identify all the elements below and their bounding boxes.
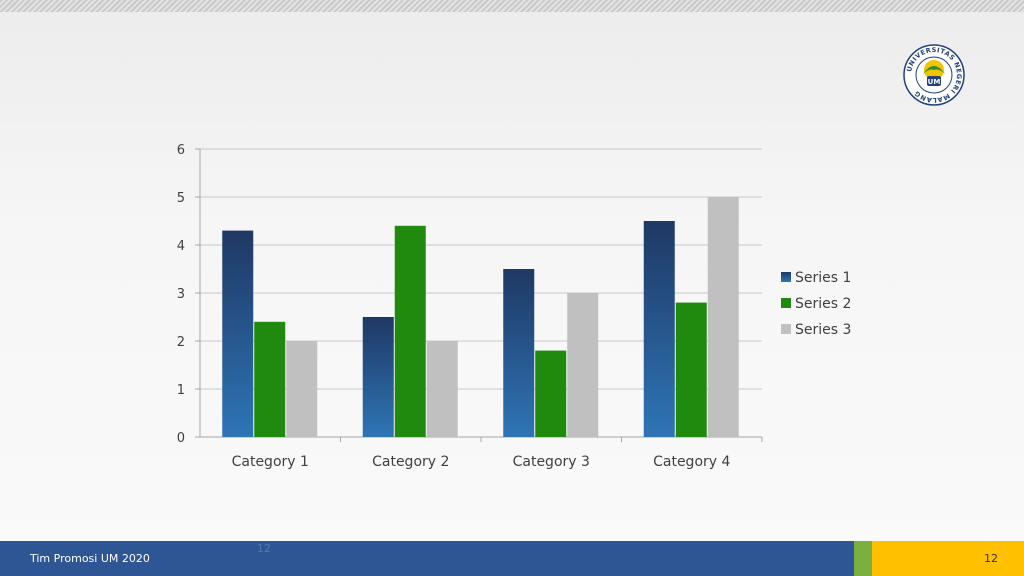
bar-series-2-category-2 <box>394 225 426 437</box>
legend-swatch-series-1 <box>781 272 791 282</box>
legend-label-series-2: Series 2 <box>795 296 851 312</box>
bar-series-1-category-4 <box>643 221 675 437</box>
y-tick-label: 1 <box>177 383 185 398</box>
legend-label-series-1: Series 1 <box>795 270 851 286</box>
bar-series-3-category-4 <box>707 197 739 437</box>
bar-series-3-category-1 <box>286 341 318 437</box>
footer-ghost-number: 12 <box>257 542 271 555</box>
logo-center-badge <box>927 76 941 86</box>
top-decorative-band <box>0 0 1024 12</box>
page-number: 12 <box>984 552 998 565</box>
footer-page-box <box>872 541 1024 576</box>
logo-center-text: UM <box>928 78 941 86</box>
y-tick-label: 6 <box>177 143 185 158</box>
footer-green-stripe <box>854 541 872 576</box>
bar-series-3-category-2 <box>426 341 458 437</box>
y-tick-label: 4 <box>177 239 185 254</box>
bar-series-2-category-4 <box>675 302 707 437</box>
legend-swatch-series-2 <box>781 298 791 308</box>
x-tick-label: Category 1 <box>232 454 309 470</box>
y-tick-label: 2 <box>177 335 185 350</box>
y-tick-label: 0 <box>177 431 185 446</box>
x-tick-label: Category 4 <box>653 454 730 470</box>
bar-series-3-category-3 <box>567 293 599 437</box>
x-tick-label: Category 3 <box>513 454 590 470</box>
bar-series-2-category-3 <box>535 350 567 437</box>
legend-label-series-3: Series 3 <box>795 322 851 338</box>
footer-bar <box>0 541 1024 576</box>
y-tick-label: 5 <box>177 191 185 206</box>
bar-series-1-category-2 <box>362 317 394 437</box>
y-tick-label: 3 <box>177 287 185 302</box>
legend-swatch-series-3 <box>781 324 791 334</box>
bar-series-1-category-1 <box>222 230 254 437</box>
x-tick-label: Category 2 <box>372 454 449 470</box>
university-logo: UNIVERSITAS NEGERI MALANG UM <box>903 44 965 106</box>
footer-text: Tim Promosi UM 2020 <box>30 552 150 565</box>
bar-series-1-category-3 <box>503 269 535 437</box>
bar-series-2-category-1 <box>254 321 286 437</box>
